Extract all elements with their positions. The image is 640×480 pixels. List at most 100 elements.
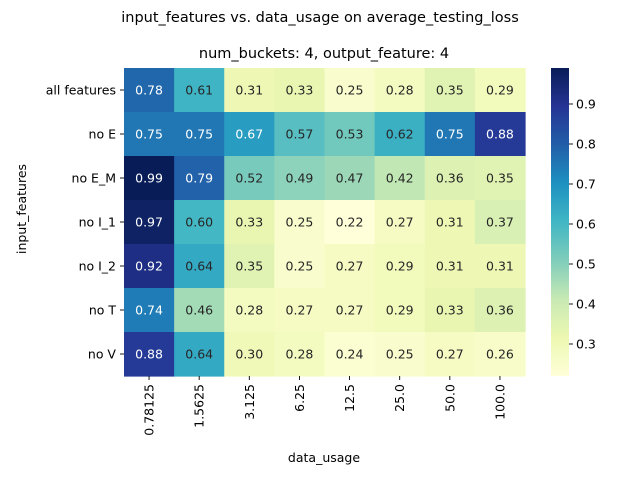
cell-value-label: 0.27 xyxy=(336,303,364,318)
cell-value-label: 0.35 xyxy=(436,83,464,98)
heatmap-cell xyxy=(124,112,175,157)
x-tick-label: 50.0 xyxy=(442,384,457,412)
heatmap-cell xyxy=(324,68,376,113)
heatmap-cell xyxy=(124,288,175,333)
colorbar-tick-label: 0.4 xyxy=(576,297,596,312)
heatmap-cell xyxy=(124,244,175,289)
cell-value-label: 0.35 xyxy=(486,171,514,186)
heatmap-cell xyxy=(174,200,225,245)
cell-value-label: 0.29 xyxy=(386,303,414,318)
cell-value-label: 0.27 xyxy=(286,303,314,318)
heatmap-cell xyxy=(424,332,476,377)
heatmap-cell xyxy=(124,332,175,377)
heatmap-cell xyxy=(424,156,476,201)
cell-value-label: 0.29 xyxy=(386,259,414,274)
heatmap-cell xyxy=(424,68,476,113)
cell-value-label: 0.47 xyxy=(336,171,364,186)
x-tick-label: 25.0 xyxy=(392,384,407,412)
cell-value-label: 0.52 xyxy=(235,171,263,186)
y-tick-label: no I_1 xyxy=(79,215,116,230)
heatmap-cell xyxy=(224,200,275,245)
colorbar-tick-label: 0.8 xyxy=(576,137,596,152)
y-tick-label: all features xyxy=(46,83,116,98)
heatmap-cell xyxy=(324,112,376,157)
heatmap-cell xyxy=(324,332,376,377)
heatmap-cell xyxy=(474,244,526,289)
cell-value-label: 0.27 xyxy=(386,215,414,230)
heatmap-cells xyxy=(124,68,526,377)
heatmap-cell xyxy=(224,156,275,201)
heatmap-cell xyxy=(274,156,326,201)
heatmap-cell xyxy=(374,156,426,201)
cell-value-label: 0.31 xyxy=(235,83,263,98)
cell-value-label: 0.99 xyxy=(135,171,163,186)
cell-value-label: 0.30 xyxy=(235,347,263,362)
heatmap-cell xyxy=(274,244,326,289)
heatmap-cell xyxy=(174,244,225,289)
cell-value-label: 0.42 xyxy=(386,171,414,186)
cell-value-label: 0.31 xyxy=(436,215,464,230)
heatmap-cell xyxy=(274,200,326,245)
cell-value-label: 0.25 xyxy=(386,347,414,362)
cell-value-label: 0.67 xyxy=(235,127,263,142)
heatmap-cell xyxy=(374,332,426,377)
colorbar-tick-label: 0.9 xyxy=(576,97,596,112)
y-axis: all features no E no E_Mno I_1no I_2no T no… xyxy=(46,83,124,362)
heatmap-cell xyxy=(174,332,225,377)
heatmap-cell xyxy=(374,112,426,157)
y-tick-label: no E_M xyxy=(72,171,116,186)
heatmap-cell xyxy=(224,244,275,289)
heatmap-cell xyxy=(174,156,225,201)
colorbar: 0.3 0.4 0.5 0.6 0.7 0.8 0.9 xyxy=(551,68,596,376)
colorbar-tick-label: 0.3 xyxy=(576,337,596,352)
heatmap-cell xyxy=(124,156,175,201)
cell-value-label: 0.28 xyxy=(386,83,414,98)
cell-value-label: 0.25 xyxy=(336,83,364,98)
cell-value-label: 0.78 xyxy=(135,83,163,98)
cell-value-label: 0.33 xyxy=(235,215,263,230)
cell-value-label: 0.27 xyxy=(336,259,364,274)
heatmap-cell xyxy=(374,288,426,333)
x-tick-label: 1.5625 xyxy=(192,384,207,428)
heatmap-cell xyxy=(474,200,526,245)
x-tick-label: 3.125 xyxy=(242,384,257,420)
cell-value-label: 0.26 xyxy=(486,347,514,362)
chart-subtitle: num_buckets: 4, output_feature: 4 xyxy=(199,46,449,62)
cell-value-label: 0.75 xyxy=(135,127,163,142)
cell-value-label: 0.64 xyxy=(185,347,213,362)
y-tick-label: no I_2 xyxy=(79,259,116,274)
cell-value-label: 0.36 xyxy=(486,303,514,318)
cell-value-label: 0.22 xyxy=(336,215,364,230)
cell-value-label: 0.35 xyxy=(235,259,263,274)
heatmap-cell xyxy=(274,112,326,157)
cell-value-label: 0.31 xyxy=(436,259,464,274)
cell-value-label: 0.46 xyxy=(185,303,213,318)
heatmap-cell xyxy=(374,200,426,245)
cell-value-label: 0.57 xyxy=(286,127,314,142)
cell-value-label: 0.28 xyxy=(235,303,263,318)
cell-value-label: 0.75 xyxy=(436,127,464,142)
cell-value-label: 0.28 xyxy=(286,347,314,362)
cell-value-label: 0.60 xyxy=(185,215,213,230)
cell-value-label: 0.88 xyxy=(135,347,163,362)
x-axis-label: data_usage xyxy=(288,450,360,465)
heatmap-cell xyxy=(224,332,275,377)
cell-value-label: 0.36 xyxy=(436,171,464,186)
heatmap-cell xyxy=(374,68,426,113)
heatmap-cell xyxy=(324,156,376,201)
heatmap-cell xyxy=(474,68,526,113)
heatmap-cell xyxy=(224,288,275,333)
heatmap-cell xyxy=(374,244,426,289)
heatmap-cell xyxy=(274,288,326,333)
cell-value-label: 0.49 xyxy=(286,171,314,186)
heatmap-cell xyxy=(224,112,275,157)
cell-value-label: 0.88 xyxy=(486,127,514,142)
heatmap-cell xyxy=(424,112,476,157)
cell-value-label: 0.29 xyxy=(486,83,514,98)
heatmap-cell xyxy=(324,288,376,333)
heatmap-cell xyxy=(174,288,225,333)
cell-value-label: 0.79 xyxy=(185,171,213,186)
cell-value-label: 0.92 xyxy=(135,259,163,274)
cell-value-label: 0.24 xyxy=(336,347,364,362)
